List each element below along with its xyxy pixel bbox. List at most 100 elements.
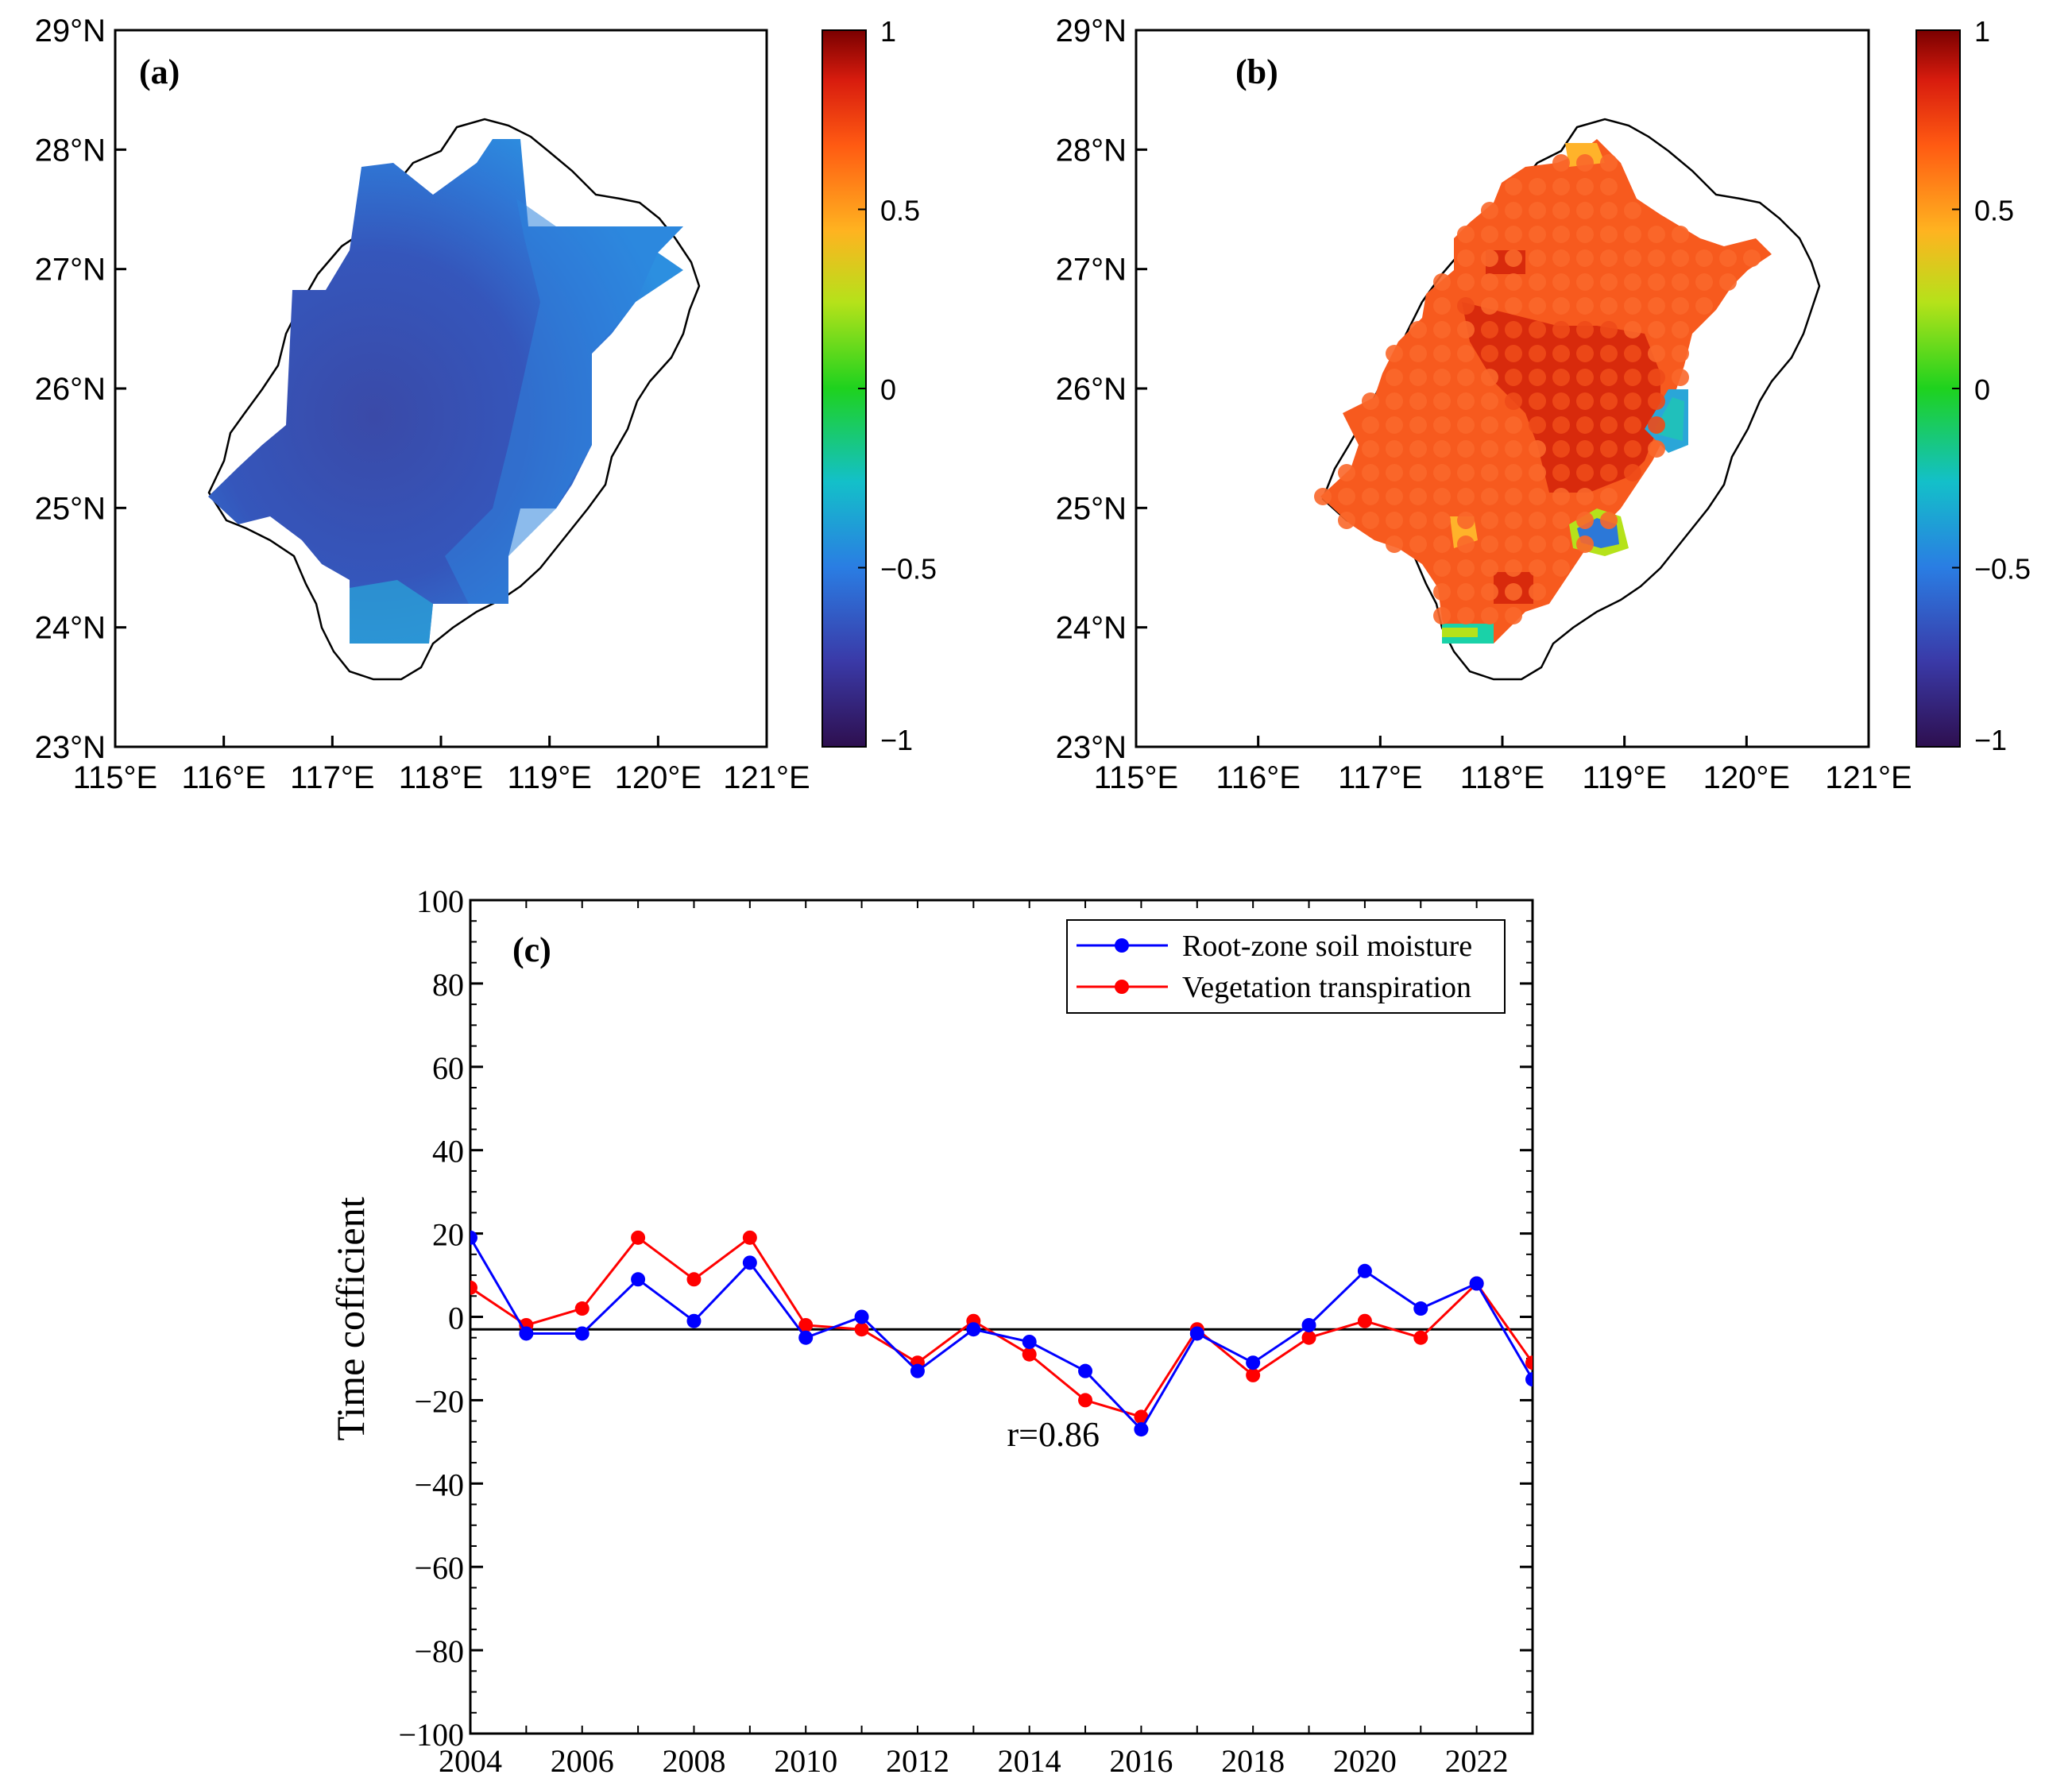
y-tick-label: 60 [432, 1050, 464, 1086]
grid-cell-dot [1576, 440, 1594, 458]
grid-cell-dot [1505, 512, 1522, 529]
grid-cell-dot [1576, 512, 1594, 529]
grid-cell-dot [1552, 273, 1570, 291]
grid-cell-dot [1481, 369, 1498, 386]
grid-cell-dot [1576, 321, 1594, 338]
data-point [470, 1280, 477, 1295]
x-tick-label: 2006 [551, 1743, 614, 1779]
colorbar-tick-label: 0.5 [1974, 195, 2014, 227]
data-point [470, 1230, 477, 1245]
grid-cell-dot [1481, 226, 1498, 243]
grid-cell-dot [1481, 583, 1498, 601]
grid-cell-dot [1600, 297, 1618, 315]
grid-cell-dot [1672, 226, 1689, 243]
y-tick-label: 29°N [1056, 14, 1127, 48]
grid-cell-dot [1409, 369, 1427, 386]
colorbar-tick-label: −0.5 [880, 553, 937, 586]
grid-cell-dot [1743, 249, 1761, 267]
grid-cell-dot [1552, 535, 1570, 553]
x-tick-label: 2018 [1221, 1743, 1285, 1779]
grid-cell-dot [1648, 226, 1665, 243]
grid-cell-dot [1672, 249, 1689, 267]
grid-cell-dot [1505, 416, 1522, 434]
grid-cell-dot [1386, 369, 1403, 386]
colorbar-tick-label: 0.5 [880, 195, 920, 227]
grid-cell-dot [1600, 178, 1618, 195]
grid-cell-dot [1648, 321, 1665, 338]
grid-cell-dot [1505, 297, 1522, 315]
x-tick-label: 2022 [1445, 1743, 1509, 1779]
grid-cell-dot [1457, 226, 1475, 243]
grid-cell-dot [1386, 345, 1403, 362]
grid-cell-dot [1529, 583, 1546, 601]
plot-axes-c [469, 899, 1534, 1735]
legend: Root-zone soil moisture Vegetation trans… [1066, 919, 1506, 1014]
grid-cell-dot [1409, 416, 1427, 434]
grid-cell-dot [1552, 321, 1570, 338]
panel-label-b: (b) [1235, 52, 1278, 91]
grid-cell-dot [1362, 488, 1379, 505]
grid-cell-dot [1481, 512, 1498, 529]
grid-cell-dot [1409, 440, 1427, 458]
grid-cell-dot [1409, 345, 1427, 362]
grid-cell-dot [1529, 226, 1546, 243]
grid-cell-dot [1505, 226, 1522, 243]
grid-cell-dot [1624, 345, 1641, 362]
grid-cell-dot [1505, 488, 1522, 505]
data-point [1301, 1330, 1316, 1345]
data-point [1413, 1301, 1428, 1316]
y-tick-label: 100 [416, 883, 464, 919]
grid-cell-dot [1624, 321, 1641, 338]
grid-cell-dot [1672, 297, 1689, 315]
grid-cell-dot [1505, 249, 1522, 267]
x-tick-label: 2012 [886, 1743, 949, 1779]
grid-cell-dot [1529, 273, 1546, 291]
grid-cell-dot [1481, 273, 1498, 291]
grid-cell-dot [1576, 178, 1594, 195]
series-line [470, 1237, 1533, 1432]
grid-cell-dot [1552, 226, 1570, 243]
data-point [854, 1322, 869, 1337]
grid-cell-dot [1600, 154, 1618, 172]
grid-cell-dot [1529, 512, 1546, 529]
grid-cell-dot [1481, 345, 1498, 362]
grid-cell-dot [1648, 249, 1665, 267]
grid-cell-dot [1505, 202, 1522, 219]
grid-cell-dot [1648, 392, 1665, 410]
grid-cell-dot [1600, 369, 1618, 386]
grid-cell-dot [1386, 392, 1403, 410]
grid-cell-dot [1600, 392, 1618, 410]
grid-cell-dot [1648, 273, 1665, 291]
grid-cell-dot [1600, 440, 1618, 458]
grid-cell-dot [1433, 416, 1451, 434]
field-a-light-south [350, 580, 433, 644]
grid-cell-dot [1624, 369, 1641, 386]
grid-cell-dot [1529, 321, 1546, 338]
legend-marker-1 [1115, 938, 1129, 953]
grid-cell-dot [1529, 464, 1546, 481]
x-tick-label: 2016 [1109, 1743, 1173, 1779]
grid-cell-dot [1672, 369, 1689, 386]
grid-cell-dot [1576, 416, 1594, 434]
data-point [574, 1301, 590, 1316]
grid-cell-dot [1457, 440, 1475, 458]
x-tick-label: 2004 [439, 1743, 502, 1779]
grid-cell-dot [1624, 273, 1641, 291]
grid-cell-dot [1433, 321, 1451, 338]
grid-cell-dot [1576, 202, 1594, 219]
grid-cell-dot [1719, 249, 1737, 267]
grid-cell-dot [1576, 273, 1594, 291]
grid-cell-dot [1314, 488, 1332, 505]
data-point [966, 1322, 981, 1337]
grid-cell-dot [1600, 512, 1618, 529]
grid-cell-dot [1386, 440, 1403, 458]
grid-cell-dot [1457, 559, 1475, 577]
grid-cell-dot [1481, 249, 1498, 267]
colorbar-tick-label: −1 [1974, 724, 2007, 756]
grid-cell-dot [1600, 249, 1618, 267]
grid-cell-dot [1576, 345, 1594, 362]
grid-cell-dot [1433, 535, 1451, 553]
grid-cell-dot [1481, 202, 1498, 219]
y-axis-label: Time cofficient [328, 1196, 373, 1440]
